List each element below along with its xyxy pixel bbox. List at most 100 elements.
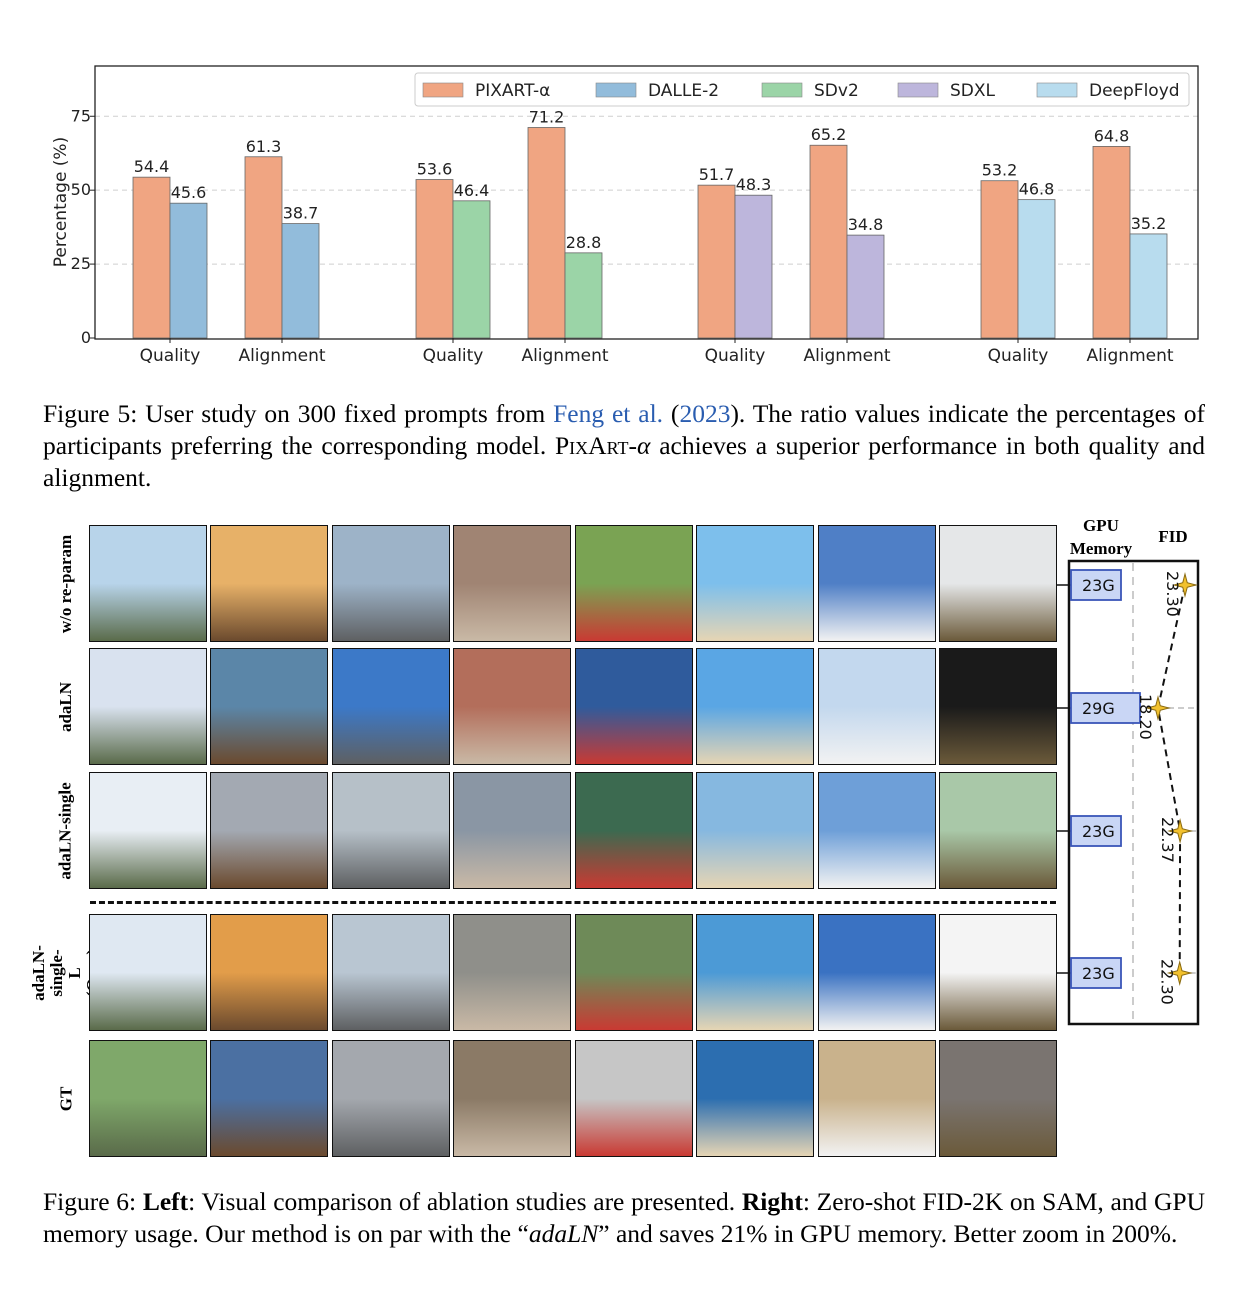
- sample-image: [696, 525, 814, 642]
- chart-y-ticks: 0 25 50 75: [71, 106, 95, 347]
- bar-value-label: 61.3: [246, 137, 282, 156]
- sample-image: [696, 648, 814, 765]
- sample-image: [575, 1040, 693, 1157]
- caption-text: : Zero-shot FID-2K on SAM, and GPU memor…: [43, 1187, 1206, 1248]
- sample-image: [818, 914, 936, 1031]
- x-tick-label: Alignment: [521, 346, 608, 366]
- fid-value-label: 18.20: [1136, 694, 1155, 740]
- row-label-gt: GT: [56, 1086, 75, 1111]
- fid-header: FID: [1158, 527, 1187, 546]
- fid-value-label: 22.37: [1158, 817, 1177, 863]
- sample-image: [939, 914, 1057, 1031]
- row-label-adaln: adaLN: [56, 681, 76, 732]
- caption-right-bold: Right: [741, 1187, 803, 1216]
- fid-star-marker: [1172, 572, 1198, 598]
- legend-label: DALLE-2: [648, 81, 719, 101]
- sample-image: [939, 1040, 1057, 1157]
- gpu-memory-bar: [1070, 569, 1122, 601]
- gpu-memory-header-line1: GPU: [1083, 516, 1119, 535]
- fid-value-label: 22.30: [1158, 959, 1177, 1005]
- sample-image: [939, 525, 1057, 642]
- chart-y-axis-label: Percentage (%): [51, 137, 71, 267]
- legend-label: SDv2: [814, 81, 859, 101]
- sample-image: [453, 525, 571, 642]
- sample-image: [453, 648, 571, 765]
- caption-label: Figure 6:: [43, 1187, 137, 1216]
- bar-pixart: [132, 176, 171, 339]
- chart-plot-frame: [94, 65, 1199, 340]
- legend-swatch: [595, 82, 637, 98]
- legend-label: PIXART-α: [475, 81, 550, 101]
- y-tick-label: 50: [71, 180, 91, 199]
- bar-value-label: 34.8: [848, 215, 884, 234]
- gpu-memory-label: 29G: [1082, 699, 1115, 718]
- sample-image: [210, 525, 328, 642]
- gpu-memory-label: 23G: [1082, 822, 1115, 841]
- model-name: PixArt-: [555, 431, 638, 460]
- bar-pixart: [697, 184, 736, 339]
- row-label-wo-reparam: w/o re-param: [56, 534, 76, 633]
- x-tick-label: Alignment: [238, 346, 325, 366]
- bar-deepfloyd: [1129, 233, 1168, 339]
- sample-image: [818, 772, 936, 889]
- ours-separator-dashed-line: [90, 901, 1056, 904]
- bar-value-label: 54.4: [134, 157, 170, 176]
- bar-sdxl: [846, 234, 885, 339]
- figure5-caption: Figure 5: User study on 300 fixed prompt…: [43, 399, 1206, 492]
- sample-image: [453, 1040, 571, 1157]
- sample-image: [332, 772, 450, 889]
- sample-image: [939, 648, 1057, 765]
- citation-author-link[interactable]: Feng et al.: [553, 399, 664, 428]
- bar-value-label: 46.4: [454, 181, 490, 200]
- sample-image: [210, 914, 328, 1031]
- sample-image: [575, 772, 693, 889]
- bar-sdv2: [564, 252, 603, 339]
- caption-text: User study on 300 fixed prompts from: [145, 399, 546, 428]
- bar-value-label: 28.8: [566, 233, 602, 252]
- sample-image: [332, 914, 450, 1031]
- fid-value-label: 23.30: [1163, 571, 1182, 617]
- sample-image: [332, 648, 450, 765]
- gpu-memory-header-line2: Memory: [1070, 539, 1133, 558]
- caption-label: Figure 5:: [43, 399, 138, 428]
- sample-image: [210, 648, 328, 765]
- y-tick-label: 25: [71, 254, 91, 273]
- bar-dalle-2: [169, 202, 208, 339]
- sample-image: [939, 772, 1057, 889]
- bar-sdv2: [452, 200, 491, 339]
- bar-pixart: [244, 156, 283, 339]
- caption-emphasis: adaLN: [528, 1219, 599, 1248]
- citation-year-link[interactable]: 2023: [679, 399, 731, 428]
- model-alpha: α: [637, 431, 651, 460]
- sample-image: [89, 772, 207, 889]
- bar-sdxl: [734, 194, 773, 339]
- x-tick-label: Quality: [988, 346, 1049, 366]
- y-tick-label: 0: [81, 328, 91, 347]
- y-tick-label: 75: [71, 106, 91, 125]
- bar-deepfloyd: [1017, 199, 1056, 339]
- sample-image: [89, 1040, 207, 1157]
- sample-image: [332, 1040, 450, 1157]
- fid-markers: 23.30 18.20 22.37 22.30: [1136, 571, 1198, 1005]
- figure5-bar-chart: 54.445.6 61.3 38.7 53.646.4 71.2 28.8 51.748.3…: [51, 65, 1199, 366]
- legend-swatch: [422, 82, 464, 98]
- bar-pixart: [809, 144, 848, 339]
- gpu-memory-bar: [1070, 957, 1122, 989]
- sample-image: [818, 648, 936, 765]
- gpu-memory-label: 23G: [1082, 576, 1115, 595]
- chart-legend: PIXART-α DALLE-2 SDv2 SDXL DeepFloyd: [414, 72, 1190, 107]
- legend-swatch: [897, 82, 939, 98]
- bar-value-label: 51.7: [699, 165, 735, 184]
- bar-value-label: 64.8: [1094, 126, 1130, 145]
- sample-image: [89, 525, 207, 642]
- legend-label: DeepFloyd: [1089, 81, 1180, 101]
- sample-image: [453, 914, 571, 1031]
- caption-text: achieves a superior performance in both …: [43, 431, 1206, 492]
- gpu-memory-bars: 23G 29G 23G 23G: [1057, 569, 1141, 989]
- x-tick-label: Quality: [423, 346, 484, 366]
- caption-text: ” and saves 21% in GPU memory. Better zo…: [598, 1219, 1178, 1248]
- gpu-memory-label: 23G: [1082, 964, 1115, 983]
- chart-x-ticks: Quality Alignment Quality Alignment Quality A…: [140, 338, 1174, 366]
- x-tick-label: Alignment: [803, 346, 890, 366]
- x-tick-label: Quality: [140, 346, 201, 366]
